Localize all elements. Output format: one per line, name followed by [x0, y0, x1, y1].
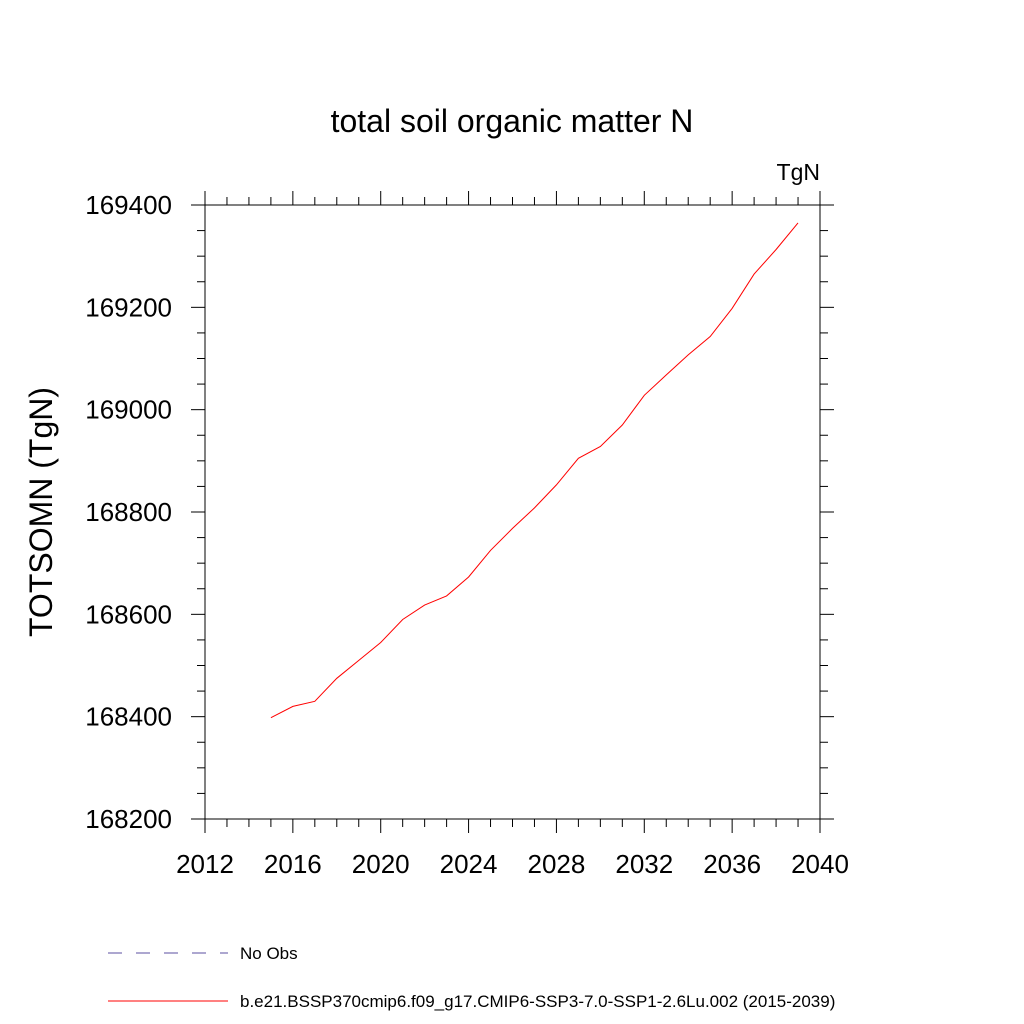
x-tick-label: 2036: [703, 849, 761, 879]
y-tick-label: 168400: [85, 702, 172, 732]
y-tick-label: 168200: [85, 804, 172, 834]
x-tick-label: 2016: [264, 849, 322, 879]
legend-label-model: b.e21.BSSP370cmip6.f09_g17.CMIP6-SSP3-7.…: [240, 992, 835, 1011]
x-tick-label: 2020: [352, 849, 410, 879]
x-tick-label: 2012: [176, 849, 234, 879]
series-lines: [270, 222, 799, 719]
axis-ticks: [191, 191, 834, 833]
x-tick-label: 2028: [528, 849, 586, 879]
y-tick-label: 169400: [85, 190, 172, 220]
series-line-1: [270, 222, 799, 719]
plot-frame: [204, 204, 821, 820]
x-tick-label: 2024: [440, 849, 498, 879]
legend: No Obs b.e21.BSSP370cmip6.f09_g17.CMIP6-…: [108, 944, 835, 1011]
y-tick-label: 169200: [85, 292, 172, 322]
units-label: TgN: [777, 159, 820, 185]
legend-label-no-obs: No Obs: [240, 944, 298, 963]
x-tick-label: 2032: [615, 849, 673, 879]
chart-title: total soil organic matter N: [331, 103, 694, 139]
x-tick-label: 2040: [791, 849, 849, 879]
y-tick-label: 168600: [85, 599, 172, 629]
y-axis-label: TOTSOMN (TgN): [23, 387, 59, 637]
y-tick-label: 169000: [85, 395, 172, 425]
y-tick-label: 168800: [85, 497, 172, 527]
x-tick-labels: 2012 2016 2020 2024 2028 2032 2036 2040: [176, 849, 849, 879]
y-tick-labels: 168200 168400 168600 168800 169000 169200 1694…: [85, 190, 172, 834]
